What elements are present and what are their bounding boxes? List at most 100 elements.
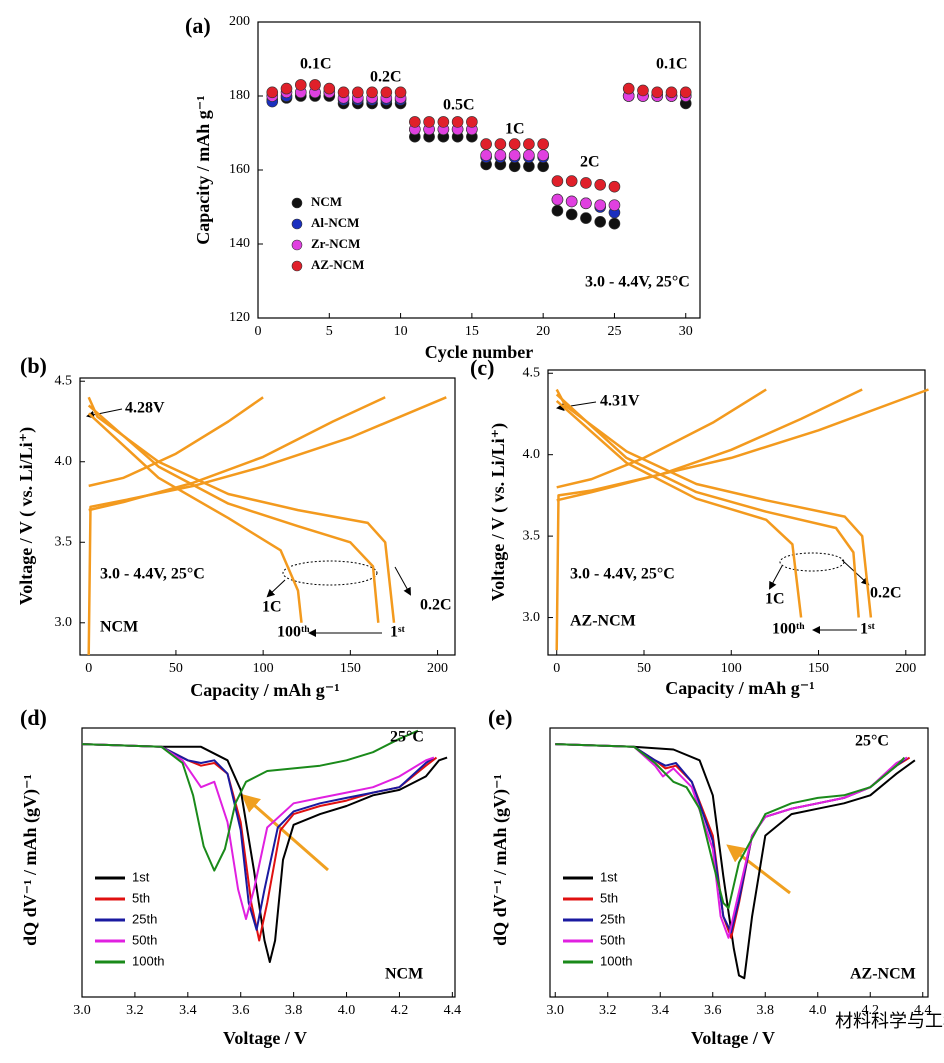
y-tick-label: 200	[229, 14, 250, 29]
point	[608, 217, 621, 230]
line	[81, 743, 448, 963]
annotation: 0.1C	[300, 56, 332, 73]
annotation: 0.2C	[420, 597, 452, 614]
y-tick-label: 4.5	[523, 365, 541, 380]
x-tick-label: 4.2	[391, 1003, 409, 1018]
ellipse	[282, 560, 378, 586]
plot-frame	[549, 727, 929, 998]
line	[555, 743, 908, 939]
y-tick-label: 180	[229, 88, 250, 103]
point	[551, 204, 564, 217]
legend-marker	[291, 260, 303, 272]
x-tick-label: 3.0	[547, 1003, 565, 1018]
arrow	[394, 566, 411, 596]
x-tick-label: 4.0	[809, 1003, 827, 1018]
line	[555, 743, 911, 939]
x-tick-label: 3.2	[126, 1003, 144, 1018]
legend-label: 25th	[132, 911, 157, 926]
annotation: 25°C	[390, 729, 424, 746]
point	[651, 86, 664, 99]
point	[294, 79, 307, 91]
x-tick-label: 10	[394, 324, 408, 339]
point	[608, 180, 621, 193]
legend-label: 1st	[132, 869, 150, 884]
x-tick-label: 5	[326, 324, 333, 339]
point	[451, 116, 464, 128]
x-axis-label: Cycle number	[425, 342, 533, 362]
point	[679, 86, 692, 99]
y-tick-label: 4.0	[55, 454, 73, 469]
annotation: 1C	[765, 591, 785, 608]
x-tick-label: 100	[721, 661, 742, 676]
point	[580, 212, 592, 224]
x-axis-label: Capacity / mAh g⁻¹	[190, 680, 339, 700]
point	[337, 86, 350, 99]
x-tick-label: 4.0	[338, 1003, 356, 1018]
line	[555, 743, 906, 910]
annotation: 3.0 - 4.4V, 25°C	[585, 274, 690, 291]
x-tick-label: 3.0	[73, 1003, 91, 1018]
x-tick-label: 4.4	[444, 1003, 462, 1018]
legend-label: 50th	[600, 932, 625, 947]
line	[88, 396, 264, 488]
y-axis-label: Voltage / V ( vs. Li/Li⁺)	[16, 427, 37, 605]
y-axis-label: dQ dV⁻¹ / mAh (gV)⁻¹	[20, 774, 41, 946]
annotation: 0.5C	[443, 97, 475, 114]
point	[565, 195, 578, 208]
point	[423, 116, 435, 128]
line	[81, 743, 435, 931]
line	[81, 729, 419, 872]
point	[309, 79, 321, 91]
point	[394, 86, 407, 99]
line	[556, 388, 767, 489]
point	[665, 86, 678, 99]
annotation: 25°C	[855, 733, 889, 750]
legend-label: 100th	[600, 953, 633, 968]
x-tick-label: 50	[169, 661, 183, 676]
y-tick-label: 4.5	[55, 373, 73, 388]
annotation: AZ-NCM	[850, 966, 916, 983]
legend-label: AZ-NCM	[311, 257, 364, 272]
line	[87, 396, 396, 623]
annotation: 1ˢᵗ	[390, 624, 405, 641]
x-axis-label: Capacity / mAh g⁻¹	[665, 678, 814, 698]
x-tick-label: 3.6	[704, 1003, 722, 1018]
plot-frame	[79, 377, 456, 656]
legend-label: 25th	[600, 911, 625, 926]
y-tick-label: 4.0	[523, 447, 541, 462]
legend-label: 1st	[600, 869, 618, 884]
legend-label: 100th	[132, 953, 165, 968]
x-tick-label: 3.4	[179, 1003, 197, 1018]
y-tick-label: 3.5	[55, 534, 73, 549]
point	[523, 138, 535, 150]
point	[266, 86, 279, 99]
legend-marker	[291, 197, 303, 209]
point	[508, 138, 521, 150]
annotation: 0.2C	[370, 69, 402, 86]
trend-arrow	[241, 794, 329, 872]
x-tick-label: 4.4	[914, 1003, 932, 1018]
point	[637, 84, 649, 97]
annotation: 2C	[580, 154, 600, 171]
x-tick-label: 25	[607, 324, 621, 339]
panel-label: (a)	[185, 13, 211, 38]
annotation: 4.28V	[125, 400, 165, 417]
y-tick-label: 3.0	[55, 615, 73, 630]
point	[352, 86, 364, 99]
annotation: 1C	[262, 599, 282, 616]
panel-label: (c)	[470, 355, 494, 380]
legend-label: 5th	[132, 890, 150, 905]
point	[480, 149, 492, 161]
x-tick-label: 0	[553, 661, 560, 676]
annotation: 3.0 - 4.4V, 25°C	[570, 566, 675, 583]
point	[537, 138, 549, 150]
point	[594, 216, 606, 228]
watermark: 材料科学与工程	[835, 1011, 944, 1032]
line	[555, 743, 916, 980]
x-axis-label: Voltage / V	[223, 1028, 307, 1048]
plot-frame	[81, 727, 456, 998]
arrow	[86, 408, 123, 419]
x-tick-label: 100	[253, 661, 274, 676]
